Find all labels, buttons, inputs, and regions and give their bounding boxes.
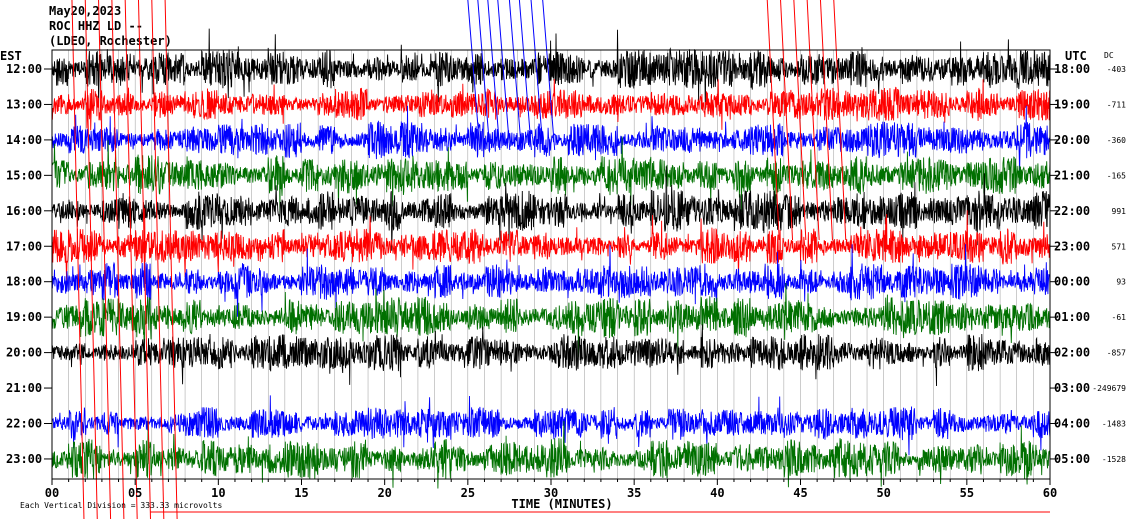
- utc-hour-label: 22:00: [1054, 204, 1090, 218]
- utc-axis-label: UTC: [1065, 49, 1087, 63]
- trace-hour-2300: [51, 418, 1051, 489]
- network-label: (LDEO, Rochester): [49, 34, 172, 48]
- utc-hour-label: 23:00: [1054, 239, 1090, 253]
- saturated-segment: [793, 0, 807, 241]
- saturated-segment: [530, 0, 544, 151]
- utc-hour-label: 20:00: [1054, 133, 1090, 147]
- seismic-traces: [51, 28, 1051, 489]
- trace-hour-1500: [51, 136, 1051, 214]
- trace-hour-1200: [51, 28, 1051, 110]
- x-tick-label: 35: [627, 486, 641, 500]
- x-tick-label: 30: [544, 486, 558, 500]
- utc-hour-label: 04:00: [1054, 417, 1090, 431]
- vertical-scale-note: Each Vertical Division = 333.33 microvol…: [20, 501, 222, 510]
- trace-hour-1300: [51, 78, 1051, 131]
- dc-offset-value: -1528: [1102, 455, 1126, 464]
- saturated-segment: [766, 0, 780, 241]
- est-hour-label: 20:00: [6, 346, 42, 360]
- saturated-segment: [518, 0, 532, 151]
- dc-offset-value: 991: [1112, 207, 1127, 216]
- utc-hour-label: 21:00: [1054, 168, 1090, 182]
- est-hour-label: 14:00: [6, 133, 42, 147]
- saturated-segment: [806, 0, 820, 241]
- x-tick-label: 05: [128, 486, 142, 500]
- dc-offset-value: -249679: [1092, 384, 1126, 393]
- axis-labels: EST UTC DC 12:00 18:00 -403 13:00 19:00 -711 14:0…: [0, 49, 1126, 511]
- utc-hour-label: 02:00: [1054, 346, 1090, 360]
- est-hour-label: 12:00: [6, 62, 42, 76]
- saturated-segment: [780, 0, 794, 241]
- dc-offset-value: 571: [1112, 242, 1127, 251]
- saturated-segment: [467, 0, 481, 151]
- x-tick-label: 50: [876, 486, 890, 500]
- saturated-segment: [542, 0, 556, 151]
- est-axis-label: EST: [0, 49, 22, 63]
- utc-hour-label: 18:00: [1054, 62, 1090, 76]
- saturated-segment: [137, 0, 151, 519]
- trace-hour-1800: [51, 244, 1051, 317]
- x-tick-label: 45: [793, 486, 807, 500]
- dc-offset-value: -165: [1107, 171, 1126, 180]
- trace-hour-1600: [51, 166, 1051, 251]
- trace-hour-1900: [51, 282, 1051, 362]
- saturated-segment: [84, 0, 98, 519]
- saturated-segment: [477, 0, 491, 151]
- trace-hour-2000: [51, 324, 1051, 387]
- x-axis-title: TIME (MINUTES): [511, 497, 612, 511]
- est-hour-label: 19:00: [6, 310, 42, 324]
- saturated-segment: [164, 0, 178, 519]
- saturated-segment: [497, 0, 511, 151]
- est-hour-label: 22:00: [6, 417, 42, 431]
- saturated-segment: [124, 0, 138, 519]
- saturated-segment: [487, 0, 501, 151]
- saturated-trace-segments: [71, 0, 1050, 519]
- saturated-segment: [71, 0, 85, 519]
- saturated-segment: [111, 0, 125, 519]
- utc-hour-label: 19:00: [1054, 97, 1090, 111]
- saturated-segment: [833, 0, 847, 241]
- saturated-segment: [98, 0, 112, 519]
- est-hour-label: 21:00: [6, 381, 42, 395]
- trace-hour-1400: [51, 105, 1051, 174]
- dc-offset-value: -360: [1107, 136, 1126, 145]
- est-hour-label: 13:00: [6, 97, 42, 111]
- dc-offset-value: -61: [1112, 313, 1127, 322]
- est-hour-label: 18:00: [6, 275, 42, 289]
- dc-offset-value: -403: [1107, 65, 1126, 74]
- est-hour-label: 17:00: [6, 239, 42, 253]
- x-tick-label: 60: [1043, 486, 1057, 500]
- trace-hour-2200: [51, 395, 1051, 456]
- est-hour-label: 15:00: [6, 168, 42, 182]
- x-tick-label: 25: [461, 486, 475, 500]
- dc-column-label: DC: [1104, 51, 1114, 60]
- saturated-segment: [151, 0, 165, 519]
- x-tick-label: 20: [377, 486, 391, 500]
- x-tick-label: 00: [45, 486, 59, 500]
- utc-hour-label: 01:00: [1054, 310, 1090, 324]
- saturated-segment: [508, 0, 522, 151]
- x-tick-label: 40: [710, 486, 724, 500]
- dc-offset-value: -711: [1107, 100, 1126, 109]
- dc-offset-value: -857: [1107, 349, 1126, 358]
- dc-offset-value: -1483: [1102, 420, 1126, 429]
- saturated-segment: [819, 0, 833, 241]
- x-tick-label: 55: [960, 486, 974, 500]
- utc-hour-label: 03:00: [1054, 381, 1090, 395]
- dc-offset-value: 93: [1116, 278, 1126, 287]
- est-hour-label: 16:00: [6, 204, 42, 218]
- x-tick-label: 10: [211, 486, 225, 500]
- x-tick-label: 15: [294, 486, 308, 500]
- utc-hour-label: 00:00: [1054, 275, 1090, 289]
- utc-hour-label: 05:00: [1054, 452, 1090, 466]
- est-hour-label: 23:00: [6, 452, 42, 466]
